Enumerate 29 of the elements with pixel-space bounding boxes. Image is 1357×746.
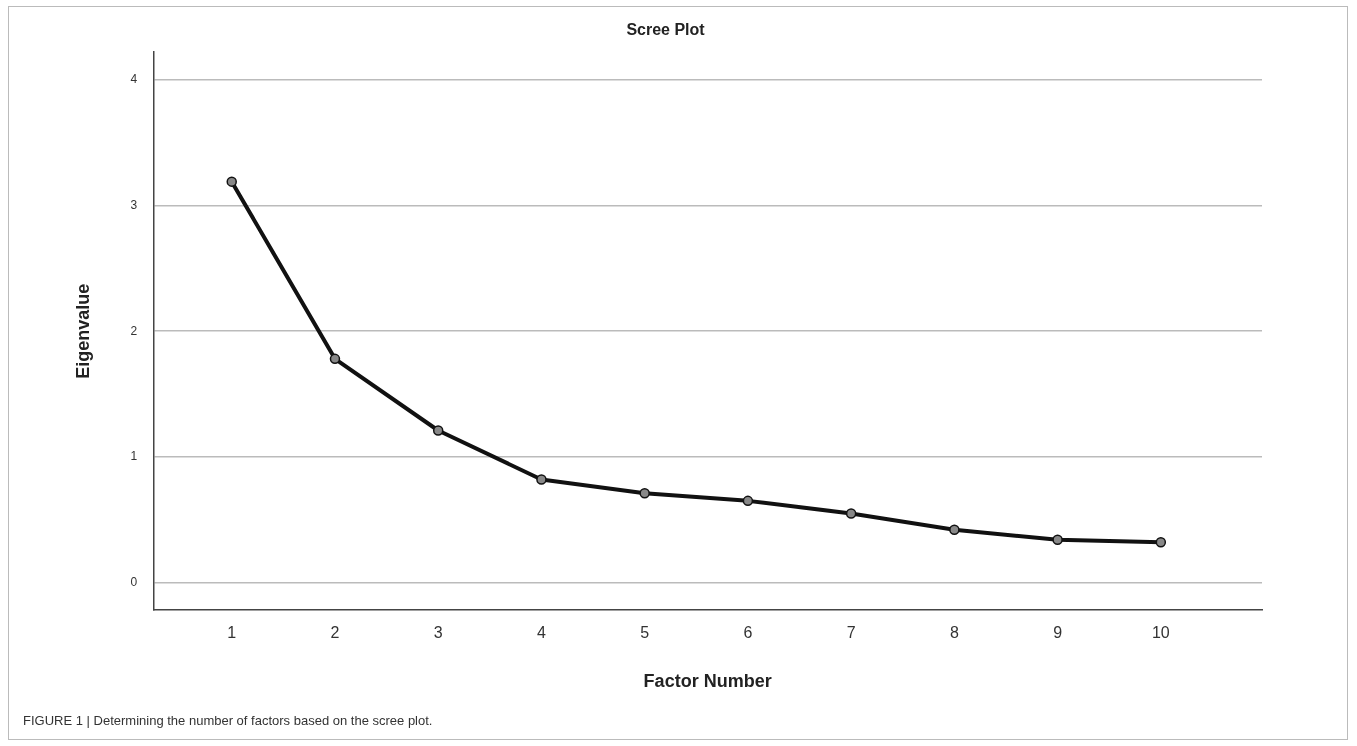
x-tick-label: 5 xyxy=(640,624,650,642)
y-axis-title: Eigenvalue xyxy=(72,283,93,379)
point xyxy=(742,495,754,507)
x-tick-label: 2 xyxy=(330,624,340,642)
y-tick-label: 3 xyxy=(130,197,138,212)
x-tick-label: 1 xyxy=(227,624,237,642)
x-tick-label: 4 xyxy=(536,624,546,642)
y-tick-label: 2 xyxy=(130,323,138,338)
chart-title: Scree Plot xyxy=(626,21,706,39)
point xyxy=(949,524,960,536)
y-tick-label: 4 xyxy=(130,72,138,87)
x-tick-label: 10 xyxy=(1151,624,1170,642)
y-tick-label: 1 xyxy=(130,449,138,464)
x-tick-label: 8 xyxy=(949,624,959,642)
y-tick-label: 0 xyxy=(130,574,138,589)
x-tick-label: 9 xyxy=(1053,624,1063,642)
point xyxy=(226,176,237,187)
point xyxy=(639,488,650,499)
point xyxy=(1155,537,1167,548)
x-axis-title: Factor Number xyxy=(643,671,772,692)
point xyxy=(1052,534,1063,546)
point xyxy=(845,508,857,519)
x-tick-label: 7 xyxy=(846,624,856,642)
point xyxy=(329,353,341,365)
point xyxy=(536,474,547,485)
x-tick-label: 6 xyxy=(743,624,753,642)
caption: FIGURE 1 | Determining the number of factors based on the scree plot. xyxy=(23,713,433,728)
point xyxy=(432,425,444,436)
x-tick-label: 3 xyxy=(433,624,443,642)
